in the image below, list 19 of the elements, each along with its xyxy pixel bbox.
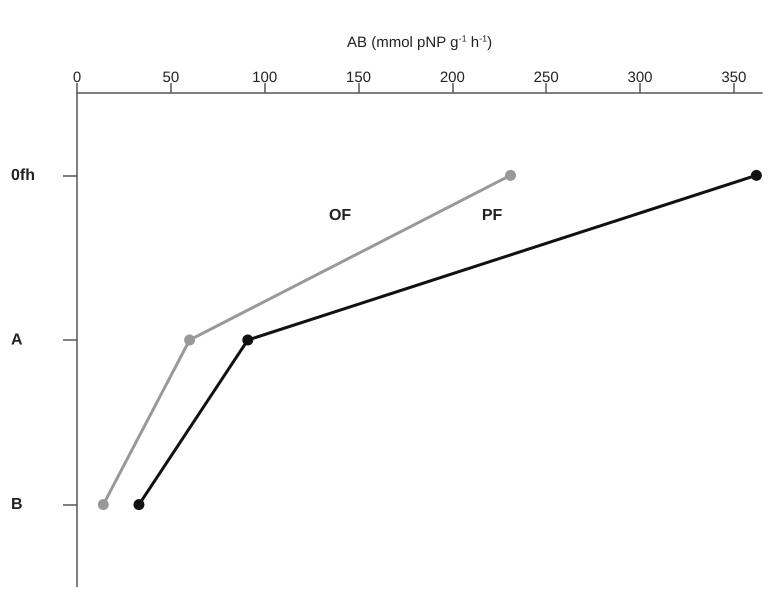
x-tick-label: 350 — [721, 69, 746, 86]
y-tick-label: 0fh — [11, 166, 35, 184]
point — [133, 499, 144, 510]
point — [98, 499, 109, 510]
y-tick-label: B — [11, 496, 23, 514]
point — [750, 170, 762, 181]
x-tick-label: 200 — [440, 69, 465, 86]
point — [505, 170, 516, 181]
series-label: PF — [482, 207, 503, 224]
y-tick-label: A — [11, 332, 23, 348]
x-tick-label: 300 — [628, 69, 653, 86]
series-label: OF — [328, 207, 352, 224]
point — [242, 334, 254, 346]
x-tick-label: 0 — [72, 69, 82, 86]
point — [184, 334, 196, 346]
x-tick-label: 250 — [534, 69, 559, 86]
x-tick-label: 100 — [252, 69, 278, 86]
x-tick-label: 50 — [162, 69, 180, 86]
x-tick-label: 150 — [346, 69, 372, 86]
